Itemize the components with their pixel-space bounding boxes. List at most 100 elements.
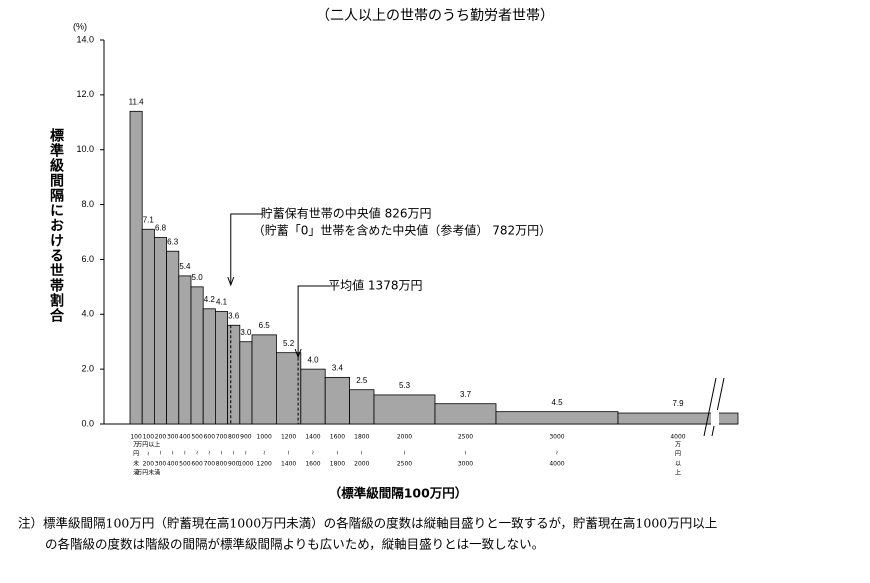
- annotation-arrowhead: [294, 348, 302, 359]
- x-tick-label: 900: [240, 434, 252, 441]
- value-label: 4.0: [307, 355, 319, 364]
- x-tick-label: 1000: [238, 461, 253, 468]
- x-tick-label: 以: [675, 461, 681, 468]
- value-label: 7.1: [143, 215, 155, 224]
- x-tick-label: 1600: [330, 434, 345, 441]
- x-tick-label: 100: [143, 434, 155, 441]
- note: 注）標準級間隔100万円（貯蓄現在高1000万円未満）の各階級の度数は縦軸目盛り…: [18, 516, 717, 531]
- x-tick-label: 3000: [458, 461, 473, 468]
- x-tick-label: 100: [130, 434, 142, 441]
- x-tick-label: ≀: [336, 450, 338, 457]
- value-label: 3.4: [332, 363, 344, 372]
- bar: [275, 352, 302, 425]
- x-tick-label: 1400: [305, 434, 320, 441]
- bar: [239, 341, 253, 425]
- x-tick-label: ≀: [184, 450, 186, 457]
- bar: [617, 412, 739, 425]
- chart-title: （二人以上の世帯のうち勤労者世帯）: [316, 8, 554, 24]
- x-tick-label: 600: [204, 434, 216, 441]
- x-tick-label: 300: [155, 461, 167, 468]
- x-tick-label: ≀: [208, 450, 210, 457]
- x-tick-label: 800: [216, 461, 228, 468]
- x-tick-label: ≀: [172, 450, 174, 457]
- x-tick-label: 500: [191, 434, 203, 441]
- y-tick-label: 14.0: [76, 34, 94, 44]
- x-tick-label: 1200: [281, 434, 296, 441]
- y-tick-label: 8.0: [81, 199, 94, 209]
- value-label: 5.2: [283, 339, 295, 348]
- x-tick-label: ≀: [245, 450, 247, 457]
- x-tick-label: 200: [143, 461, 155, 468]
- x-tick-label: ≀: [361, 450, 363, 457]
- annotation: 平均値 1378万円: [328, 278, 422, 293]
- x-tick-label: 円: [675, 451, 681, 458]
- x-tick-label: ≀: [196, 450, 198, 457]
- bar: [324, 376, 351, 425]
- x-tick-label: ≀: [556, 450, 558, 457]
- bar: [141, 228, 155, 425]
- x-tick-label: 700: [216, 434, 228, 441]
- x-axis-label: （標準級間隔100万円）: [329, 486, 468, 501]
- bar: [190, 286, 204, 425]
- x-tick-label: 万: [133, 442, 139, 449]
- bar: [495, 411, 619, 425]
- value-label: 5.0: [192, 273, 204, 282]
- x-tick-label: 1200: [257, 461, 272, 468]
- bar: [178, 275, 192, 425]
- y-tick-label: 10.0: [76, 144, 94, 154]
- value-label: 2.5: [356, 376, 368, 385]
- x-tick-label: 万円未満: [136, 469, 160, 477]
- x-tick-label: 万: [675, 442, 681, 449]
- x-tick-label: 1800: [354, 434, 369, 441]
- x-tick-label: 200: [155, 434, 167, 441]
- axis-break: [703, 377, 717, 437]
- x-tick-label: 4000: [670, 434, 685, 441]
- x-tick-label: 700: [204, 461, 216, 468]
- x-tick-label: 円: [133, 451, 139, 458]
- annotation: （貯蓄「0」世帯を含めた中央値（参考値） 782万円）: [253, 223, 551, 238]
- value-label: 4.1: [216, 298, 228, 307]
- bar: [214, 311, 228, 425]
- x-tick-label: 800: [228, 434, 240, 441]
- value-label: 6.8: [155, 224, 167, 233]
- x-tick-label: 2000: [397, 434, 412, 441]
- x-tick-label: ≀: [287, 450, 289, 457]
- value-label: 5.3: [399, 381, 411, 390]
- bar: [349, 389, 375, 425]
- y-unit: (%): [73, 21, 87, 31]
- value-label: 7.9: [672, 399, 684, 408]
- x-tick-label: 3000: [549, 434, 564, 441]
- value-label: 3.6: [228, 311, 240, 320]
- x-tick-label: ≀: [312, 450, 314, 457]
- x-tick-label: 500: [179, 461, 191, 468]
- bar: [153, 237, 167, 425]
- y-axis-label: 標準級間隔における世帯割合: [48, 127, 64, 323]
- x-tick-label: 2000: [354, 461, 369, 468]
- annotation-arrow: [230, 213, 263, 284]
- value-label: 3.7: [460, 390, 472, 399]
- bar: [166, 250, 180, 425]
- bar: [227, 324, 241, 425]
- value-label: 5.4: [179, 262, 191, 271]
- axis-break: [711, 377, 725, 437]
- value-label: 6.3: [167, 237, 179, 246]
- bar: [373, 394, 436, 425]
- annotation: 貯蓄保有世帯の中央値 826万円: [261, 206, 432, 221]
- x-tick-label: 1800: [330, 461, 345, 468]
- x-tick-label: 万円以上: [136, 441, 160, 449]
- x-tick-label: 600: [191, 461, 203, 468]
- x-tick-label: 2500: [458, 434, 473, 441]
- x-tick-label: ≀: [159, 450, 161, 457]
- x-tick-label: ≀: [263, 450, 265, 457]
- x-tick-label: ≀: [147, 451, 149, 458]
- value-label: 11.4: [129, 97, 145, 106]
- bar: [129, 110, 143, 425]
- x-tick-label: 4000: [549, 461, 564, 468]
- value-label: 4.2: [204, 295, 216, 304]
- value-label: 6.5: [259, 321, 271, 330]
- x-tick-label: ≀: [220, 450, 222, 457]
- annotation-arrow: [297, 285, 331, 356]
- value-label: 4.5: [551, 398, 563, 407]
- x-tick-label: ≀: [464, 450, 466, 457]
- x-tick-label: 1400: [281, 461, 296, 468]
